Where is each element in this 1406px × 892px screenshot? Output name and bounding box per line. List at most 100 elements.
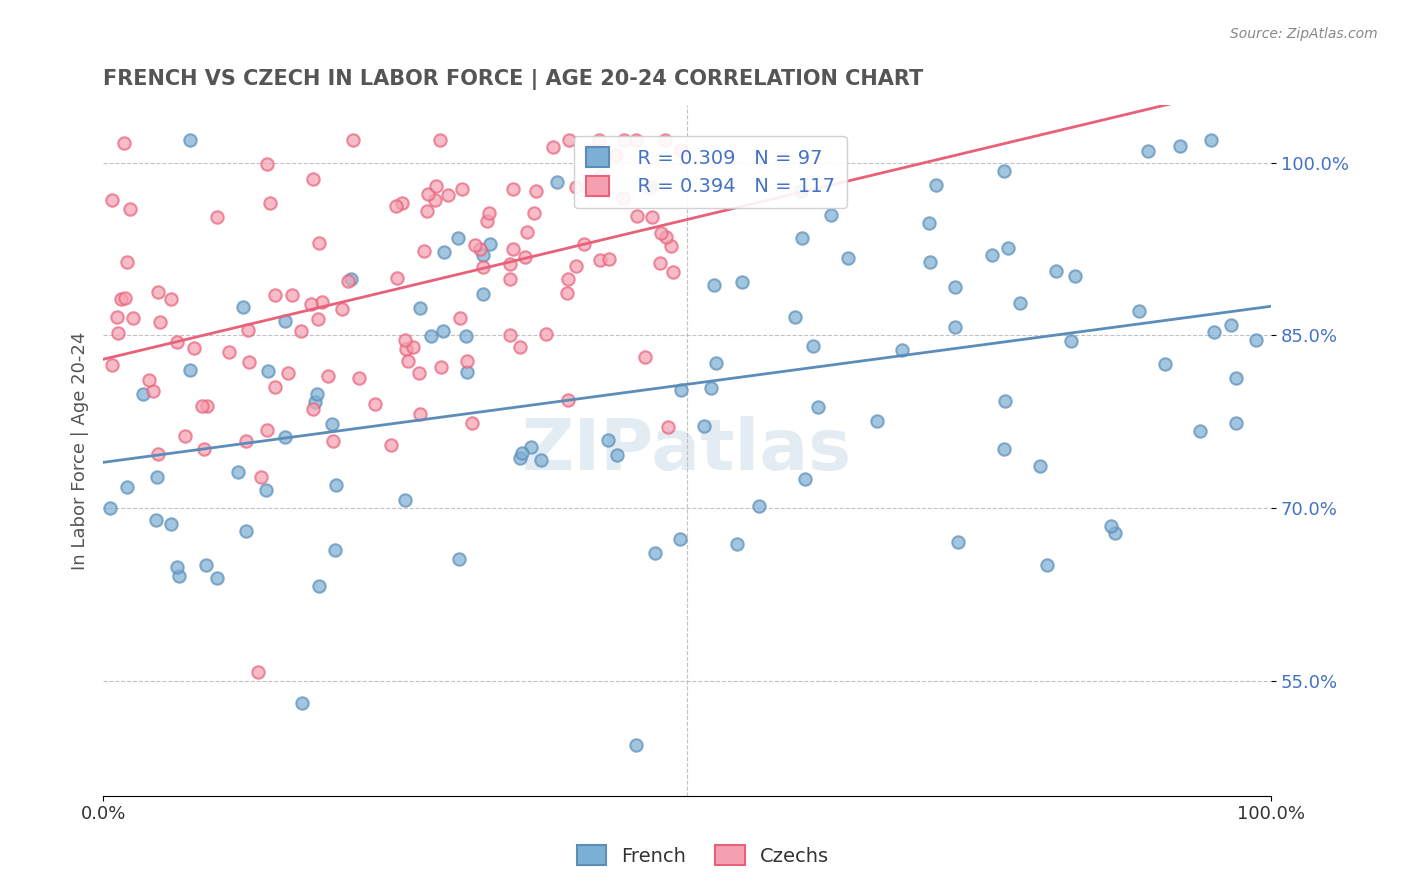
Point [468, 242, 491, 256]
Point [513, 250, 536, 264]
Point [195, 399, 218, 413]
Point [1168, 138, 1191, 153]
Point [432, 325, 454, 339]
Point [98, 501, 121, 516]
Point [644, 547, 666, 561]
Text: Source: ZipAtlas.com: Source: ZipAtlas.com [1230, 27, 1378, 41]
Point [606, 448, 628, 462]
Point [591, 169, 613, 183]
Point [731, 275, 754, 289]
Point [499, 257, 522, 271]
Point [581, 143, 603, 157]
Point [290, 324, 312, 338]
Point [307, 312, 329, 326]
Point [638, 180, 661, 194]
Legend: French, Czechs: French, Czechs [569, 838, 837, 873]
Point [132, 387, 155, 401]
Point [395, 342, 418, 356]
Point [669, 532, 692, 546]
Point [588, 133, 610, 147]
Point [264, 287, 287, 301]
Point [626, 209, 648, 223]
Point [277, 366, 299, 380]
Point [464, 238, 486, 252]
Point [394, 333, 416, 347]
Point [394, 493, 416, 508]
Point [337, 274, 360, 288]
Point [235, 524, 257, 538]
Point [179, 363, 201, 377]
Point [794, 472, 817, 486]
Point [502, 242, 524, 256]
Point [748, 499, 770, 513]
Point [302, 172, 325, 186]
Point [342, 133, 364, 147]
Point [179, 133, 201, 147]
Point [174, 429, 197, 443]
Point [247, 665, 270, 679]
Point [1154, 358, 1177, 372]
Point [456, 353, 478, 368]
Point [322, 434, 344, 448]
Point [330, 301, 353, 316]
Point [122, 311, 145, 326]
Point [160, 516, 183, 531]
Point [529, 453, 551, 467]
Point [866, 415, 889, 429]
Point [837, 252, 859, 266]
Point [502, 182, 524, 196]
Point [498, 328, 520, 343]
Point [925, 178, 948, 192]
Point [1010, 296, 1032, 310]
Point [471, 248, 494, 262]
Point [671, 143, 693, 157]
Point [380, 438, 402, 452]
Y-axis label: In Labor Force | Age 20-24: In Labor Force | Age 20-24 [72, 331, 89, 570]
Point [546, 175, 568, 189]
Point [572, 236, 595, 251]
Point [1220, 318, 1243, 332]
Point [308, 235, 330, 250]
Point [783, 310, 806, 324]
Point [167, 569, 190, 583]
Point [918, 216, 941, 230]
Point [460, 417, 482, 431]
Point [101, 193, 124, 207]
Point [624, 738, 647, 752]
Point [118, 202, 141, 217]
Point [523, 206, 546, 220]
Point [1099, 519, 1122, 533]
Point [138, 373, 160, 387]
Point [1202, 326, 1225, 340]
Point [524, 184, 547, 198]
Point [557, 392, 579, 407]
Point [218, 345, 240, 359]
Point [1189, 425, 1212, 439]
Point [541, 140, 564, 154]
Point [993, 164, 1015, 178]
Point [589, 253, 612, 268]
Point [655, 229, 678, 244]
Point [146, 285, 169, 300]
Point [254, 483, 277, 498]
Point [430, 359, 453, 374]
Point [449, 310, 471, 325]
Point [256, 364, 278, 378]
Point [509, 340, 531, 354]
Point [105, 310, 128, 325]
Point [110, 293, 132, 307]
Point [516, 225, 538, 239]
Point [654, 133, 676, 147]
Point [256, 423, 278, 437]
Point [349, 371, 371, 385]
Point [993, 442, 1015, 456]
Point [662, 265, 685, 279]
Point [263, 380, 285, 394]
Point [1225, 370, 1247, 384]
Point [115, 255, 138, 269]
Point [520, 441, 543, 455]
Point [555, 286, 578, 301]
Point [160, 293, 183, 307]
Point [704, 356, 727, 370]
Point [391, 196, 413, 211]
